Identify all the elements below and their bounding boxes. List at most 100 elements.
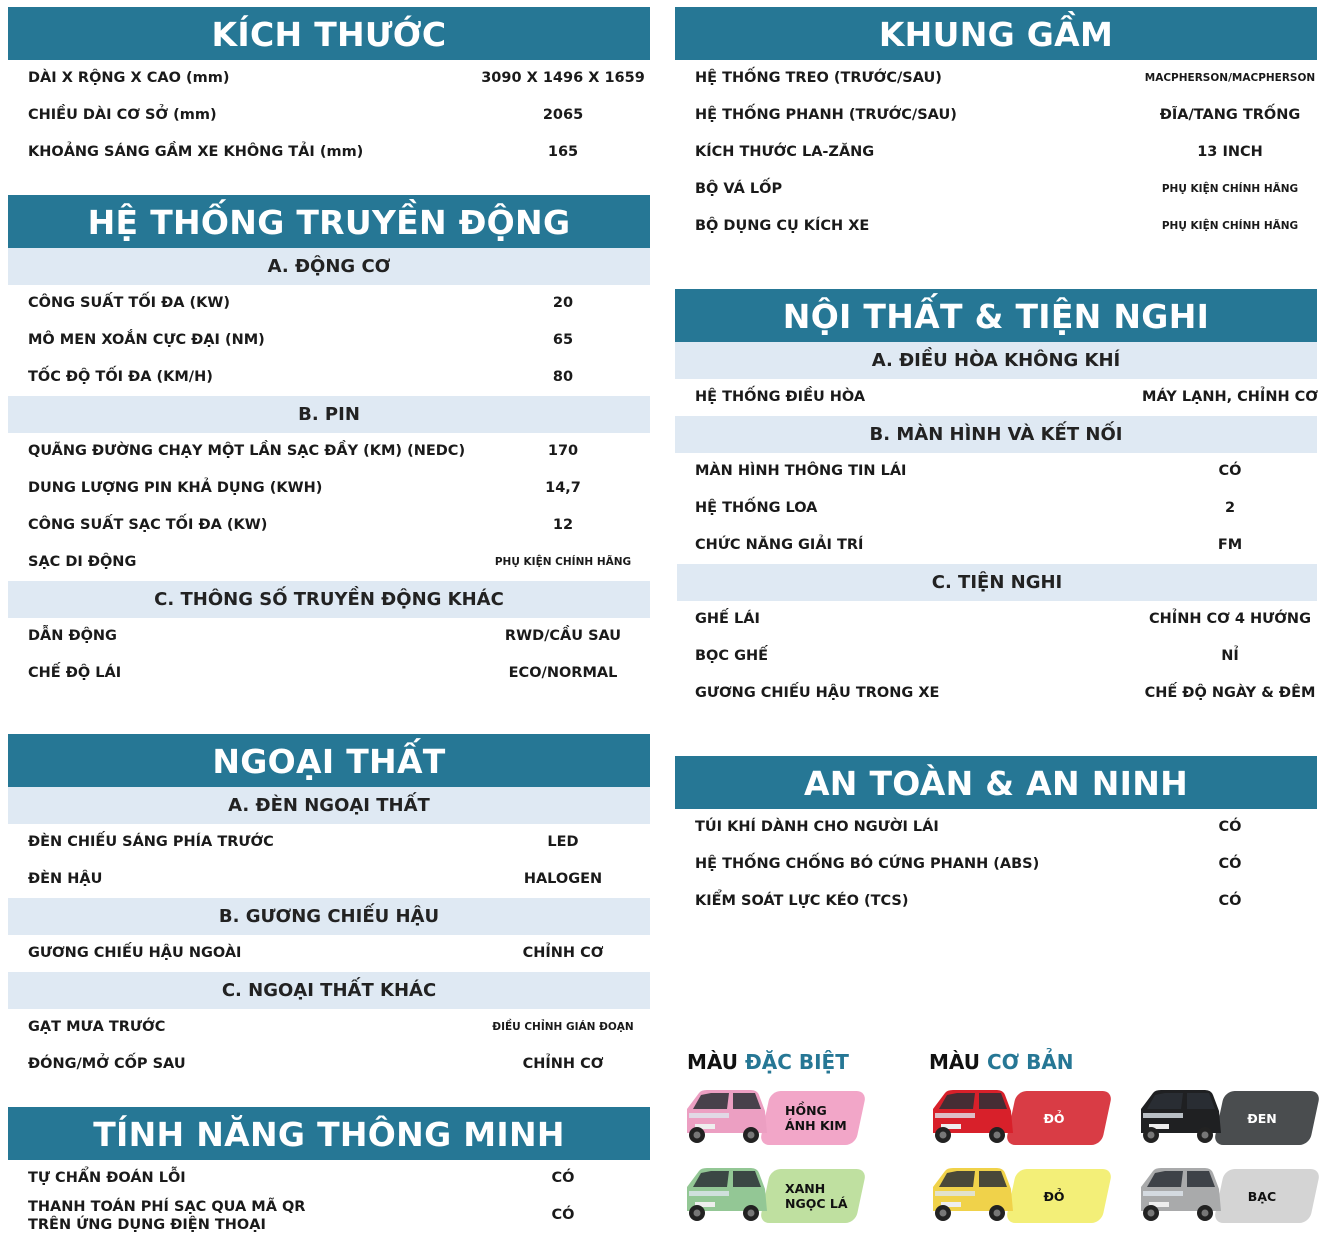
spec-label: KIỂM SOÁT LỰC KÉO (TCS) <box>695 893 909 909</box>
spec-value: 2 <box>1224 500 1236 516</box>
spec-value: ĐIỀU CHỈNH GIÁN ĐOẠN <box>492 1021 634 1033</box>
color-name-text: HỒNG ÁNH KIM <box>785 1103 847 1133</box>
spec-row: SẠC DI ĐỘNG PHỤ KIỆN CHÍNH HÃNG <box>8 544 650 581</box>
section-header: NGOẠI THẤT <box>8 734 650 787</box>
spec-row: TỰ CHẨN ĐOÁN LỖI CÓ <box>8 1160 650 1197</box>
spec-label: TỰ CHẨN ĐOÁN LỖI <box>28 1170 186 1186</box>
spec-value: CHỈNH CƠ <box>522 1056 604 1072</box>
spec-row: HỆ THỐNG ĐIỀU HÒA MÁY LẠNH, CHỈNH CƠ <box>675 379 1318 416</box>
spec-section-he-thong-truyen-dong: HỆ THỐNG TRUYỀN ĐỘNG A. ĐỘNG CƠ CÔNG SUẤT … <box>8 195 650 692</box>
spec-value: NỈ <box>1221 648 1239 664</box>
color-name: ĐEN <box>1227 1091 1297 1145</box>
spec-label: ĐÈN HẬU <box>28 871 103 887</box>
title-accent: CƠ BẢN <box>986 1050 1074 1074</box>
color-name-text: BẠC <box>1247 1188 1277 1204</box>
spec-label: HỆ THỐNG CHỐNG BÓ CỨNG PHANH (ABS) <box>695 856 1040 872</box>
section-header: AN TOÀN & AN NINH <box>675 756 1317 809</box>
spec-label: MÀN HÌNH THÔNG TIN LÁI <box>695 463 907 479</box>
spec-row: CHỨC NĂNG GIẢI TRÍ FM <box>675 527 1317 564</box>
special-colors-title: MÀU ĐẶC BIỆT <box>687 1050 849 1074</box>
spec-row: DÀI X RỘNG X CAO (mm) 3090 X 1496 X 1659 <box>8 60 650 97</box>
basic-colors-title: MÀU CƠ BẢN <box>929 1050 1074 1074</box>
spec-value: FM <box>1217 537 1243 553</box>
subsection-header: C. THÔNG SỐ TRUYỀN ĐỘNG KHÁC <box>8 581 650 618</box>
spec-label: GƯƠNG CHIẾU HẬU NGOÀI <box>28 945 242 961</box>
spec-row: HỆ THỐNG PHANH (TRƯỚC/SAU) ĐĨA/TANG TRỐNG <box>675 97 1317 134</box>
spec-label: GHẾ LÁI <box>695 611 760 627</box>
spec-row: ĐÓNG/MỞ CỐP SAU CHỈNH CƠ <box>8 1046 650 1083</box>
spec-row: BỌC GHẾ NỈ <box>675 638 1317 675</box>
spec-row: HỆ THỐNG TREO (TRƯỚC/SAU) MACPHERSON/MACP… <box>675 60 1317 97</box>
subsection-header: A. ĐỘNG CƠ <box>8 248 650 285</box>
spec-value: HALOGEN <box>523 871 603 887</box>
color-name: ĐỎ <box>1019 1169 1089 1223</box>
spec-label: THANH TOÁN PHÍ SẠC QUA MÃ QR TRÊN ỨNG DỤN… <box>28 1198 305 1234</box>
spec-row: THANH TOÁN PHÍ SẠC QUA MÃ QR TRÊN ỨNG DỤN… <box>8 1197 650 1234</box>
spec-row: ĐÈN CHIẾU SÁNG PHÍA TRƯỚC LED <box>8 824 650 861</box>
spec-label: BỌC GHẾ <box>695 648 769 664</box>
spec-row: QUÃNG ĐƯỜNG CHẠY MỘT LẦN SẠC ĐẦY (KM) (N… <box>8 433 650 470</box>
spec-value: 14,7 <box>545 480 581 496</box>
spec-value: 13 INCH <box>1197 144 1263 160</box>
spec-label: GẠT MƯA TRƯỚC <box>28 1019 166 1035</box>
subsection-header: A. ĐIỀU HÒA KHÔNG KHÍ <box>675 342 1317 379</box>
spec-value: CHỈNH CƠ <box>522 945 604 961</box>
spec-value: 80 <box>552 369 574 385</box>
spec-label: DẪN ĐỘNG <box>28 628 117 644</box>
section-header: NỘI THẤT & TIỆN NGHI <box>675 289 1317 342</box>
color-swatch-do[interactable]: ĐỎ <box>923 1085 1113 1149</box>
section-header: TÍNH NĂNG THÔNG MINH <box>8 1107 650 1160</box>
spec-label: BỘ DỤNG CỤ KÍCH XE <box>695 218 870 234</box>
spec-value: PHỤ KIỆN CHÍNH HÃNG <box>1161 220 1299 232</box>
spec-row: HỆ THỐNG LOA 2 <box>675 490 1317 527</box>
spec-value: CÓ <box>1218 856 1242 872</box>
spec-row: ĐÈN HẬU HALOGEN <box>8 861 650 898</box>
car-image <box>681 1165 773 1223</box>
spec-value: CÓ <box>551 1207 575 1223</box>
spec-row: CÔNG SUẤT TỐI ĐA (KW) 20 <box>8 285 650 322</box>
spec-row: CÔNG SUẤT SẠC TỐI ĐA (KW) 12 <box>8 507 650 544</box>
spec-row: BỘ DỤNG CỤ KÍCH XE PHỤ KIỆN CHÍNH HÃNG <box>675 208 1317 245</box>
spec-value: MÁY LẠNH, CHỈNH CƠ <box>1142 389 1318 405</box>
spec-value: LED <box>547 834 579 850</box>
section-header: KÍCH THƯỚC <box>8 7 650 60</box>
spec-label: KÍCH THƯỚC LA-ZĂNG <box>695 144 875 160</box>
color-swatch-den[interactable]: ĐEN <box>1131 1085 1321 1149</box>
spec-label: DUNG LƯỢNG PIN KHẢ DỤNG (KWH) <box>28 480 323 496</box>
spec-value: 3090 X 1496 X 1659 <box>481 70 645 86</box>
color-swatch-xanh-ngoc-la[interactable]: XANH NGỌC LÁ <box>677 1163 867 1227</box>
spec-row: DẪN ĐỘNG RWD/CẦU SAU <box>8 618 650 655</box>
spec-label: MÔ MEN XOẮN CỰC ĐẠI (NM) <box>28 332 265 348</box>
spec-label: TỐC ĐỘ TỐI ĐA (KM/H) <box>28 369 213 385</box>
spec-value: ĐĨA/TANG TRỐNG <box>1159 107 1301 123</box>
spec-row: MÔ MEN XOẮN CỰC ĐẠI (NM) 65 <box>8 322 650 359</box>
spec-row: GƯƠNG CHIẾU HẬU TRONG XE CHẾ ĐỘ NGÀY & ĐÊ… <box>675 675 1317 712</box>
spec-row: TỐC ĐỘ TỐI ĐA (KM/H) 80 <box>8 359 650 396</box>
left-column: KÍCH THƯỚC DÀI X RỘNG X CAO (mm) 3090 X 14… <box>8 7 650 1258</box>
spec-row: BỘ VÁ LỐP PHỤ KIỆN CHÍNH HÃNG <box>675 171 1317 208</box>
subsection-header: B. MÀN HÌNH VÀ KẾT NỐI <box>675 416 1317 453</box>
color-name-text: ĐEN <box>1247 1110 1277 1126</box>
spec-label: DÀI X RỘNG X CAO (mm) <box>28 70 230 86</box>
car-image <box>1135 1087 1227 1145</box>
spec-label: CHỨC NĂNG GIẢI TRÍ <box>695 537 864 553</box>
color-swatch-hong-anh-kim[interactable]: HỒNG ÁNH KIM <box>677 1085 867 1149</box>
car-image <box>681 1087 773 1145</box>
spec-row: GƯƠNG CHIẾU HẬU NGOÀI CHỈNH CƠ <box>8 935 650 972</box>
color-name: BẠC <box>1227 1169 1297 1223</box>
spec-value: CÓ <box>1218 893 1242 909</box>
spec-label: HỆ THỐNG PHANH (TRƯỚC/SAU) <box>695 107 957 123</box>
spec-label: HỆ THỐNG LOA <box>695 500 818 516</box>
color-swatch-do[interactable]: ĐỎ <box>923 1163 1113 1227</box>
subsection-header: A. ĐÈN NGOẠI THẤT <box>8 787 650 824</box>
spec-label: KHOẢNG SÁNG GẦM XE KHÔNG TẢI (mm) <box>28 144 364 160</box>
spec-value: CÓ <box>1218 463 1242 479</box>
spec-value: 2065 <box>542 107 584 123</box>
spec-value: 65 <box>552 332 574 348</box>
car-image <box>1135 1165 1227 1223</box>
spec-label: CÔNG SUẤT TỐI ĐA (KW) <box>28 295 230 311</box>
right-column: KHUNG GẦM HỆ THỐNG TREO (TRƯỚC/SAU) MACPHE… <box>675 7 1318 944</box>
spec-section-khung-gam: KHUNG GẦM HỆ THỐNG TREO (TRƯỚC/SAU) MACPHE… <box>675 7 1317 245</box>
color-swatch-bac[interactable]: BẠC <box>1131 1163 1321 1227</box>
spec-value: 170 <box>547 443 579 459</box>
